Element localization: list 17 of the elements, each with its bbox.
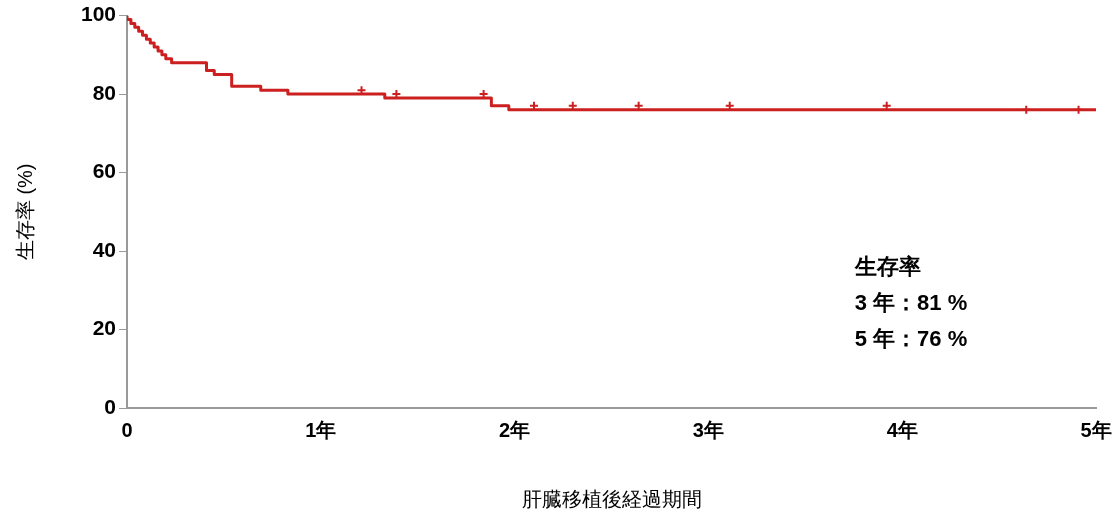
x-tick-label: 3年 bbox=[692, 418, 724, 441]
y-tick-label: 40 bbox=[92, 237, 117, 261]
x-tick-label: 1年 bbox=[305, 418, 337, 441]
y-tick-label: 60 bbox=[92, 159, 117, 183]
x-tick-label: 5年 bbox=[1080, 418, 1112, 441]
y-axis-title: 生存率 (%) bbox=[13, 163, 36, 261]
x-axis-title: 肝臓移植後経過期間 bbox=[521, 487, 702, 510]
y-tick-label: 20 bbox=[92, 316, 117, 340]
annotation: 3 年：81 % bbox=[854, 289, 968, 315]
x-tick-label: 0 bbox=[121, 418, 133, 441]
y-tick-label: 80 bbox=[92, 80, 117, 104]
y-tick-label: 100 bbox=[80, 2, 117, 26]
y-tick-label: 0 bbox=[104, 394, 117, 418]
x-tick-label: 2年 bbox=[499, 418, 531, 441]
x-tick-label: 4年 bbox=[886, 418, 918, 441]
annotation: 生存率 bbox=[853, 253, 921, 279]
annotation: 5 年：76 % bbox=[854, 325, 968, 351]
